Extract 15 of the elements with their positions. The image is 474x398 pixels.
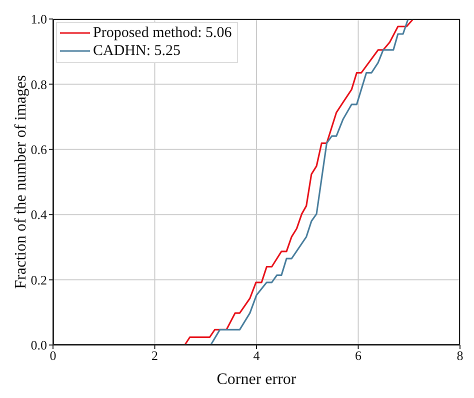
legend-label: CADHN: 5.25 — [93, 42, 181, 60]
y-axis-title: Fraction of the number of images — [12, 75, 30, 289]
x-tick-label: 6 — [355, 348, 362, 364]
y-tick-label: 0.8 — [30, 76, 47, 92]
y-tick-label: 1.0 — [30, 12, 47, 27]
legend-label: Proposed method: 5.06 — [93, 24, 232, 42]
x-axis-title: Corner error — [216, 371, 297, 388]
y-tick-label: 0.2 — [30, 272, 47, 288]
y-tick-label: 0.6 — [30, 142, 48, 158]
x-tick-label: 8 — [456, 348, 464, 364]
y-tick-label: 0.4 — [30, 207, 48, 222]
x-tick-label: 0 — [50, 348, 56, 364]
x-tick-label: 4 — [253, 348, 260, 364]
y-tick-label: 0.0 — [30, 338, 47, 353]
x-tick-label: 2 — [152, 348, 158, 364]
